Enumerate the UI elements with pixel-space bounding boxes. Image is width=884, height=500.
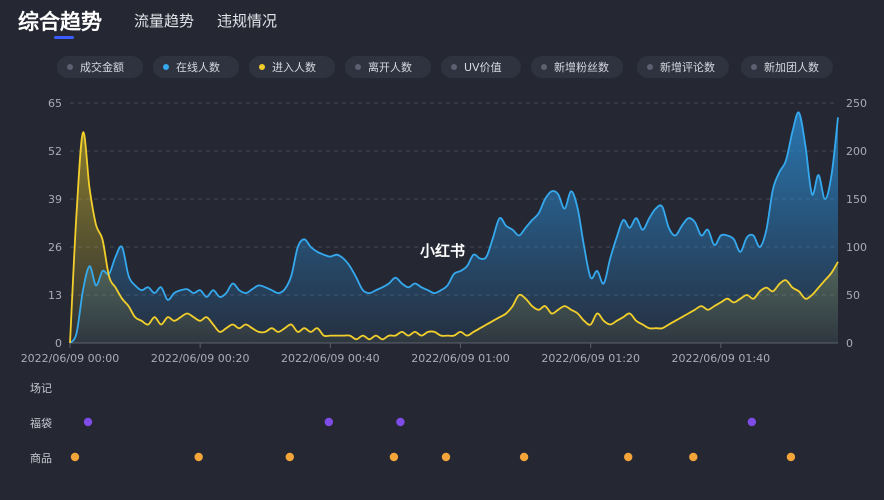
tab-violations[interactable]: 违规情况 <box>217 12 278 30</box>
x-tick-label: 2022/06/09 00:40 <box>281 352 380 365</box>
legend-item-online[interactable]: 在线人数 <box>153 56 239 78</box>
event-marker <box>285 452 294 462</box>
legend-dot <box>259 64 265 70</box>
legend-item-gmv[interactable]: 成交金额 <box>57 56 143 78</box>
event-row-label-product: 商品 <box>30 452 52 465</box>
y-right-tick-label: 50 <box>846 289 860 302</box>
legend-item-left[interactable]: 离开人数 <box>345 56 431 78</box>
y-left-tick-label: 26 <box>48 241 62 254</box>
event-marker <box>689 452 698 462</box>
event-marker <box>519 452 529 462</box>
y-right-tick-label: 250 <box>846 97 867 110</box>
legend-item-entered[interactable]: 进入人数 <box>249 56 335 78</box>
y-left-tick-label: 39 <box>48 193 62 206</box>
y-right-tick-label: 0 <box>846 337 853 350</box>
x-tick-label: 2022/06/09 00:20 <box>151 352 250 365</box>
event-marker <box>70 452 80 462</box>
tab-overall-trend[interactable]: 综合趋势 <box>18 10 102 34</box>
event-marker <box>389 452 399 462</box>
event-marker <box>441 452 451 462</box>
legend-item-new-fans[interactable]: 新增粉丝数 <box>531 56 623 78</box>
event-marker <box>324 417 334 427</box>
legend-label: 进入人数 <box>272 61 316 74</box>
x-tick-label: 2022/06/09 00:00 <box>21 352 120 365</box>
legend-label: 成交金额 <box>80 61 124 74</box>
legend-label: 新加团人数 <box>764 61 819 74</box>
active-tab-indicator <box>54 36 74 39</box>
y-left-tick-label: 0 <box>55 337 62 350</box>
x-tick-label: 2022/06/09 01:00 <box>411 352 510 365</box>
event-marker <box>194 452 203 462</box>
y-right-tick-label: 200 <box>846 145 867 158</box>
legend-item-uv-value[interactable]: UV价值 <box>441 56 521 78</box>
x-tick-label: 2022/06/09 01:40 <box>672 352 771 365</box>
legend-item-new-comments[interactable]: 新增评论数 <box>637 56 729 78</box>
legend-label: 新增粉丝数 <box>554 61 609 74</box>
y-right-tick-label: 100 <box>846 241 867 254</box>
x-tick-label: 2022/06/09 01:20 <box>541 352 640 365</box>
series-area-online <box>70 112 838 343</box>
legend-dot <box>451 64 457 70</box>
watermark: 小红书 <box>420 242 466 260</box>
series-line-entered <box>69 131 839 344</box>
event-marker <box>624 452 633 462</box>
legend-dot <box>67 64 73 70</box>
y-left-tick-label: 13 <box>48 289 62 302</box>
tab-bar: 综合趋势 流量趋势 违规情况 <box>0 0 884 44</box>
legend-dot <box>647 64 653 70</box>
y-left-tick-label: 65 <box>48 97 62 110</box>
legend: 成交金额 在线人数 进入人数 离开人数 UV价值 新增粉丝数 新增评论数 新加团… <box>57 56 837 78</box>
event-marker <box>786 452 796 462</box>
legend-dot <box>355 64 361 70</box>
event-marker <box>83 417 93 427</box>
event-marker <box>396 417 405 427</box>
legend-dot <box>541 64 547 70</box>
legend-label: 离开人数 <box>368 61 412 74</box>
legend-dot <box>751 64 757 70</box>
legend-label: UV价值 <box>464 61 502 74</box>
tab-traffic-trend[interactable]: 流量趋势 <box>134 12 195 30</box>
legend-dot <box>163 64 169 70</box>
event-row-label-lucky-bag: 福袋 <box>30 417 52 430</box>
y-left-tick-label: 52 <box>48 145 62 158</box>
legend-label: 新增评论数 <box>660 61 715 74</box>
event-marker <box>747 417 757 427</box>
legend-item-new-group[interactable]: 新加团人数 <box>741 56 833 78</box>
series-area-entered <box>70 132 838 343</box>
y-right-tick-label: 150 <box>846 193 867 206</box>
event-row-label-scene: 场记 <box>30 382 52 395</box>
series-line-online <box>69 111 839 344</box>
legend-label: 在线人数 <box>176 61 220 74</box>
